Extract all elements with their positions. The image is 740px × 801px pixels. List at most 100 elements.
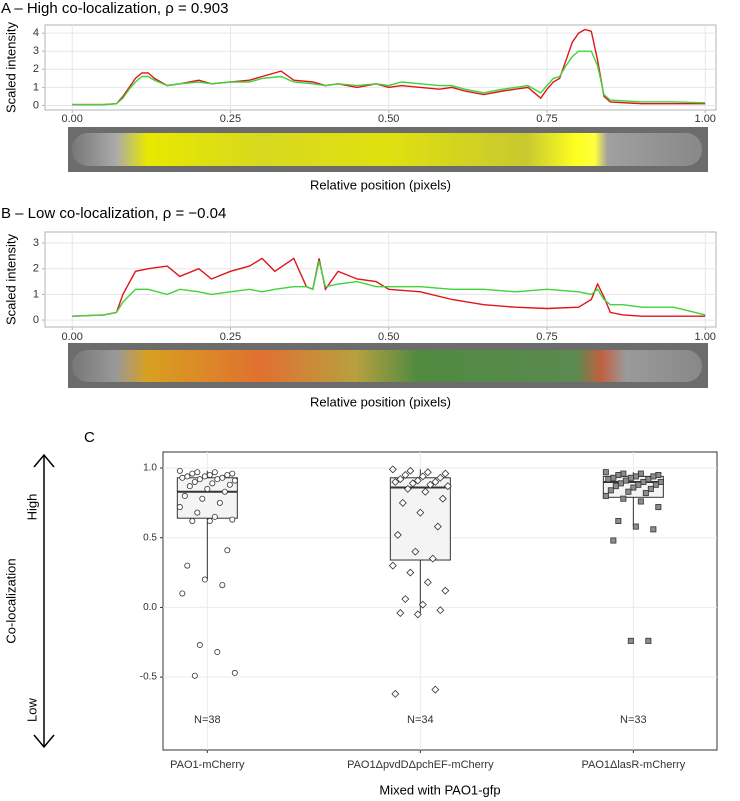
point	[211, 469, 218, 476]
point	[194, 469, 201, 476]
point	[229, 470, 236, 477]
point	[431, 685, 440, 694]
point	[413, 610, 422, 619]
point	[184, 562, 191, 569]
point	[607, 487, 614, 494]
x-tick-label: PAO1ΔlasR-mCherry	[581, 759, 685, 771]
point	[421, 487, 430, 496]
chart-title: C	[84, 429, 95, 446]
point	[199, 495, 206, 502]
point	[433, 522, 442, 531]
series-line	[72, 260, 706, 317]
point	[186, 483, 193, 490]
point	[211, 513, 218, 520]
point	[423, 578, 432, 587]
y-tick-label: 2	[33, 263, 39, 275]
y-tick-label: 0	[33, 99, 39, 111]
x-tick-label: 1.00	[695, 331, 716, 343]
x-tick-label: 0.00	[62, 113, 83, 125]
x-tick-label: PAO1ΔpvdDΔpchEF-mCherry	[347, 759, 494, 771]
point	[620, 495, 627, 502]
series-line	[72, 50, 706, 106]
plot-background	[44, 24, 717, 111]
x-tick-label: 0.75	[536, 113, 557, 125]
point	[655, 504, 662, 511]
y-axis-title: Scaled intensity	[3, 21, 18, 113]
chart-title: B – Low co-localization, ρ = −0.04	[1, 205, 226, 222]
point	[396, 609, 405, 617]
point	[441, 469, 450, 478]
y-tick-label: 3	[33, 45, 39, 57]
point	[441, 586, 450, 595]
point	[201, 473, 208, 480]
point	[627, 637, 634, 644]
point	[189, 470, 196, 477]
point	[637, 470, 644, 477]
x-tick-label: 0.25	[220, 113, 241, 125]
point	[189, 517, 196, 524]
point	[184, 473, 191, 480]
point	[657, 478, 664, 485]
point	[214, 476, 221, 483]
point	[398, 498, 407, 507]
point	[647, 485, 654, 492]
y-axis-title: Co-localization	[3, 558, 18, 643]
point	[231, 477, 238, 484]
point	[605, 476, 612, 483]
x-tick-label: 0.50	[378, 113, 399, 125]
point	[431, 478, 440, 486]
point	[221, 488, 228, 495]
y-tick-label: 1	[33, 288, 39, 300]
point	[214, 649, 221, 656]
cell-a	[72, 133, 702, 166]
point	[206, 471, 213, 478]
point	[637, 498, 644, 505]
x-tick-label: 0.00	[62, 331, 83, 343]
chart-title: A – High co-localization, ρ = 0.903	[1, 0, 228, 17]
high-label: High	[24, 494, 39, 521]
point	[625, 488, 632, 495]
point	[401, 471, 410, 479]
point	[229, 516, 236, 523]
point	[393, 530, 402, 539]
point	[224, 471, 231, 478]
series-line	[72, 28, 706, 106]
point	[408, 479, 417, 488]
point	[615, 517, 622, 524]
y-axis-title: Scaled intensity	[3, 233, 18, 325]
y-tick-label: -0.5	[140, 672, 158, 683]
y-tick-label: 1	[33, 81, 39, 93]
y-tick-label: 3	[33, 237, 39, 249]
point	[615, 471, 622, 478]
point	[176, 467, 183, 474]
point	[620, 470, 627, 477]
point	[396, 475, 405, 484]
point	[226, 481, 233, 488]
box	[389, 477, 451, 561]
point	[206, 517, 213, 524]
point	[219, 582, 226, 589]
plot-background	[44, 231, 717, 328]
x-tick-label: PAO1-mCherry	[170, 759, 245, 771]
point	[406, 466, 415, 475]
point	[610, 537, 617, 544]
cell-b	[72, 350, 702, 382]
point	[632, 473, 639, 480]
point	[650, 526, 657, 533]
y-tick-label: 0	[33, 314, 39, 326]
y-tick-label: 0.5	[143, 532, 157, 543]
x-axis-title: Relative position (pixels)	[310, 394, 451, 409]
point	[635, 481, 642, 488]
point	[401, 595, 410, 604]
point	[632, 523, 639, 530]
x-axis-title: Mixed with PAO1-gfp	[379, 782, 500, 797]
point	[438, 494, 447, 503]
n-label: N=33	[620, 714, 647, 726]
point	[388, 465, 397, 474]
series-line	[72, 257, 706, 317]
point	[224, 547, 231, 554]
point	[411, 547, 420, 556]
point	[181, 492, 188, 499]
